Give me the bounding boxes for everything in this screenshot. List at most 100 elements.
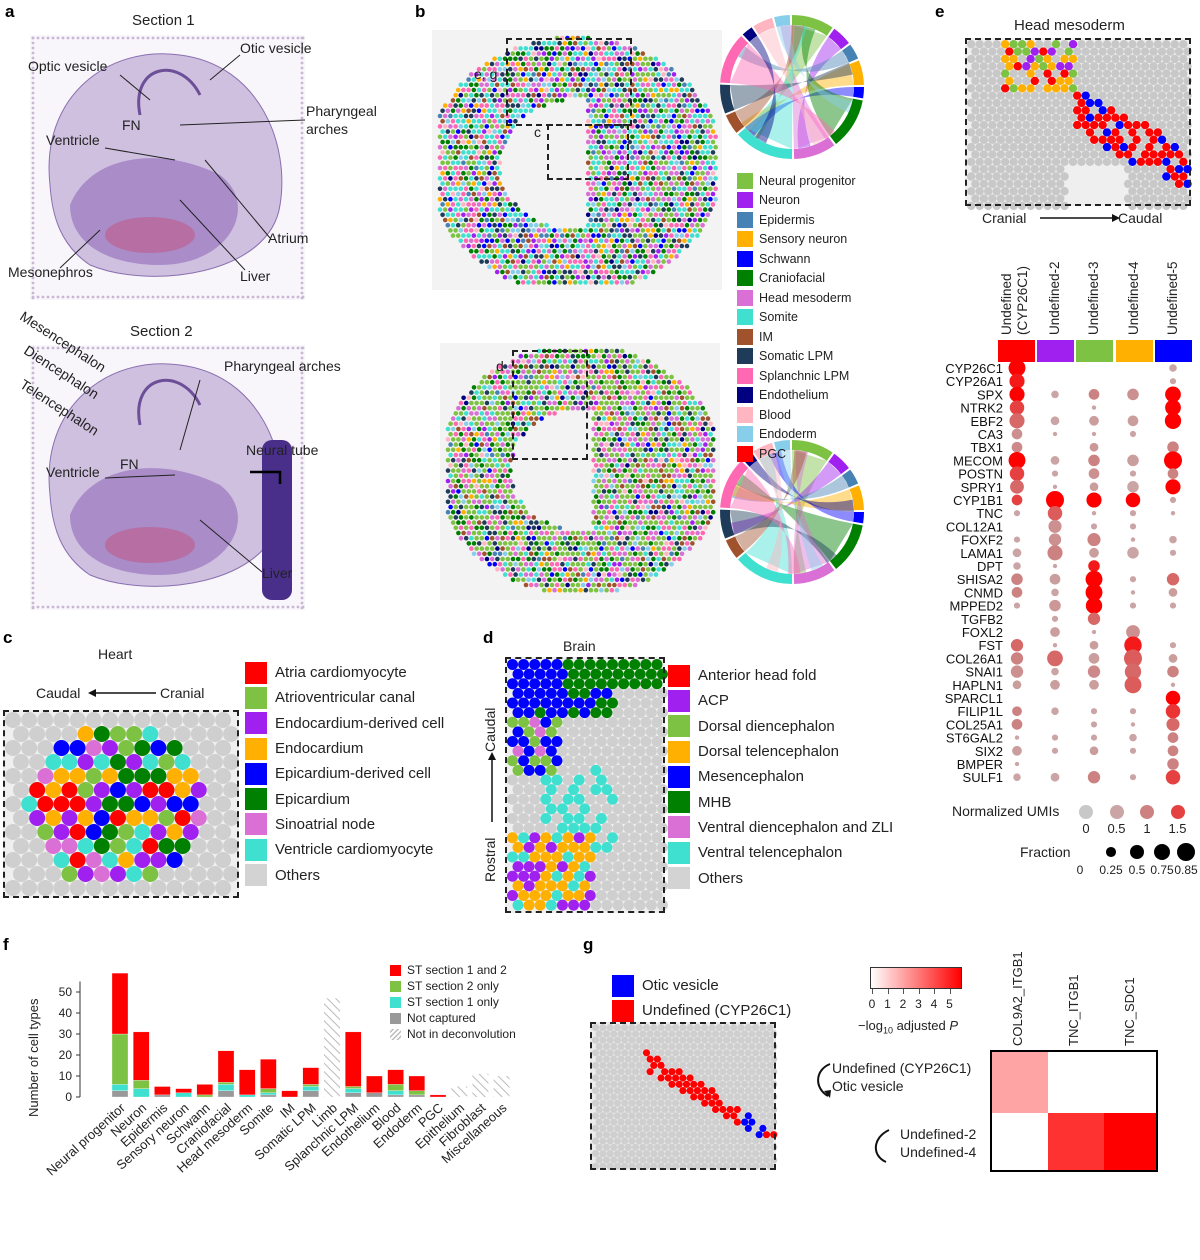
spot [469,422,474,427]
axis-caudal: Caudal [1118,210,1162,226]
spot [477,531,482,536]
spot [459,114,464,119]
spot [667,453,672,458]
spot [649,416,654,421]
spot [633,46,638,51]
spot [638,541,643,546]
spot [477,468,482,473]
spot [685,202,690,207]
spot [599,197,604,202]
spot [521,239,526,244]
spot [630,280,635,285]
spot [638,448,643,453]
spot [607,223,612,228]
spot [615,259,620,264]
spot [669,129,674,134]
spot [591,364,596,369]
spot [485,218,490,223]
spot [698,145,703,150]
spot [456,233,461,238]
spot [524,520,529,525]
spot [511,567,516,572]
spot [505,197,510,202]
spot [583,259,588,264]
dot [1051,707,1059,715]
spot [617,489,622,494]
spot [500,83,505,88]
spot [610,546,615,551]
spot [612,396,617,401]
spot [643,552,648,557]
spot [438,124,443,129]
dot [1010,400,1024,414]
legend-label: IM [759,330,773,344]
spot [498,129,503,134]
spot [622,244,627,249]
spot [456,213,461,218]
spot [602,489,607,494]
spot [654,500,659,505]
spot [620,390,625,395]
spot [474,432,479,437]
spot [636,505,641,510]
spot [474,228,479,233]
spot [591,244,596,249]
spot [604,505,609,510]
spot [537,270,542,275]
spot [669,202,674,207]
spot [656,176,661,181]
spot [584,557,589,562]
spot [636,474,641,479]
spot [503,244,508,249]
spot [648,88,653,93]
spot [620,442,625,447]
spot [482,375,487,380]
spot [638,437,643,442]
spot [607,265,612,270]
spot [612,583,617,588]
spot [531,270,536,275]
spot [477,254,482,259]
spot [446,223,451,228]
spot [537,578,542,583]
spot [651,83,656,88]
spot [615,390,620,395]
spot [438,114,443,119]
spot [500,546,505,551]
box-label-d: d [496,358,504,374]
spot [703,442,708,447]
spot [500,567,505,572]
spot [625,207,630,212]
spot [461,98,466,103]
spot [617,572,622,577]
spot [656,166,661,171]
spot [461,500,466,505]
spot [602,541,607,546]
spot [495,453,500,458]
spot [623,448,628,453]
spot [474,494,479,499]
spot [698,536,703,541]
spot [685,510,690,515]
spot [505,259,510,264]
spot [664,129,669,134]
spot [591,437,596,442]
spot [677,474,682,479]
legend-label: Splanchnic LPM [759,369,849,383]
spot [664,531,669,536]
spot [633,254,638,259]
spot [505,207,510,212]
spot [459,536,464,541]
spot [589,380,594,385]
spot [669,396,674,401]
dot [1127,481,1139,493]
spot [643,458,648,463]
spot [500,463,505,468]
spot [680,129,685,134]
spot [500,124,505,129]
spot [695,161,700,166]
spot [656,135,661,140]
spot [493,520,498,525]
spot [542,578,547,583]
spot [610,349,615,354]
